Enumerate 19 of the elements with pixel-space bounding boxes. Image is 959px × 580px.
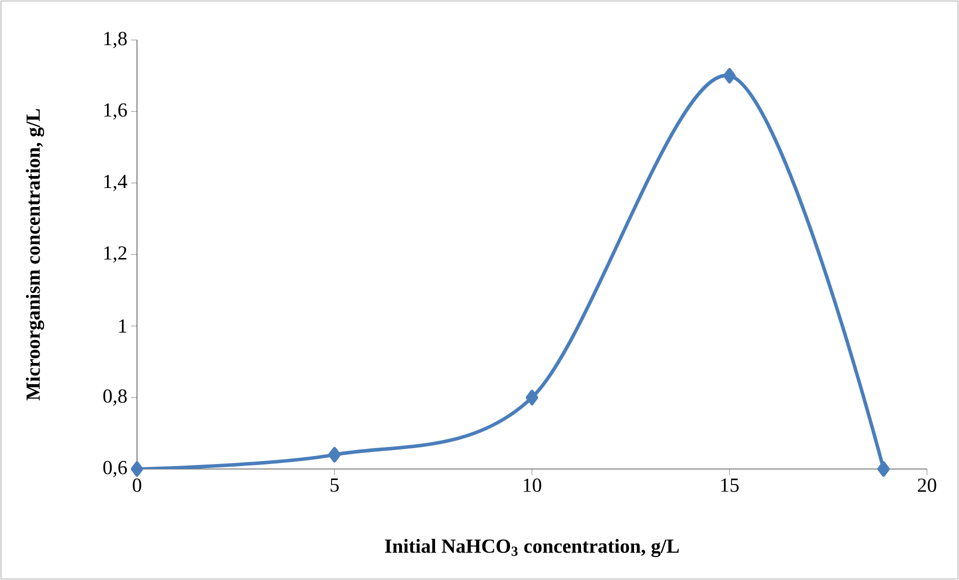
x-tick-label: 20 — [918, 478, 936, 492]
y-tick-label: 1,8 — [104, 32, 127, 48]
x-tick-label: 0 — [132, 478, 142, 492]
y-tick-label: 1,2 — [104, 246, 126, 263]
point — [130, 461, 144, 477]
x-axis-title: Initial NaHCO$_{3}$ concentration, g/L — [385, 538, 679, 558]
y-tick-label: 1,6 — [104, 103, 127, 120]
point — [328, 446, 341, 462]
x-tick-label: 10 — [524, 478, 542, 492]
y-tick-label: 1,4 — [104, 174, 128, 192]
point — [877, 461, 890, 477]
y-tick-label: 0,6 — [103, 460, 127, 478]
x-tick-label: 5 — [330, 478, 339, 492]
point — [526, 390, 538, 406]
point — [723, 68, 736, 84]
y-tick-label: 1 — [119, 319, 126, 333]
y-axis-title: Microorganism concentration, g/L — [26, 109, 44, 400]
x-tick-label: 15 — [721, 478, 739, 492]
y-tick-label: 0,8 — [103, 389, 127, 406]
